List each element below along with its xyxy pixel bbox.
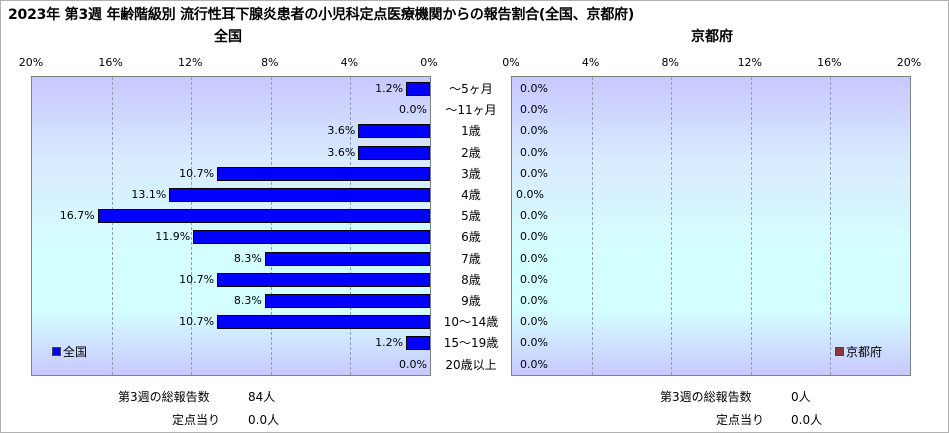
kyoto-x-tick: 8%	[661, 56, 679, 69]
kyoto-panel-title: 京都府	[691, 29, 733, 45]
kyoto-gridline	[830, 77, 832, 375]
national-data-label: 11.9%	[155, 230, 191, 244]
national-legend: 全国	[52, 343, 87, 360]
national-legend-label: 全国	[63, 345, 88, 359]
national-x-tick: 20%	[18, 56, 44, 69]
kyoto-data-label: 0.0%	[520, 145, 548, 159]
national-data-label: 1.2%	[375, 336, 404, 350]
age-category-label: 20歳以上	[445, 357, 497, 372]
kyoto-x-tick: 0%	[502, 56, 520, 69]
kyoto-total-reports-value: 0人	[791, 390, 811, 404]
age-category-label: 3歳	[461, 166, 481, 181]
kyoto-data-label: 0.0%	[520, 272, 548, 286]
age-category-label: ～5ヶ月	[449, 82, 493, 96]
national-data-label: 3.6%	[327, 124, 356, 138]
chart-title: 2023年 第3週 年齢階級別 流行性耳下腺炎患者の小児科定点医療機関からの報告…	[8, 7, 635, 23]
national-gridline	[111, 77, 113, 375]
age-category-label: 8歳	[461, 272, 481, 287]
national-data-label: 0.0%	[399, 357, 427, 371]
national-plot-area: 1.2% 0.0% 3.6% 3.6% 10.7% 13.1% 16.7% 11.9% 8.3%…	[31, 76, 431, 376]
kyoto-x-tick: 20%	[896, 56, 922, 69]
age-category-label: ～11ヶ月	[445, 103, 497, 118]
national-bar	[217, 166, 430, 181]
national-gridline	[191, 77, 193, 375]
national-legend-swatch	[52, 347, 61, 356]
national-total-reports-label: 第3週の総報告数	[118, 390, 210, 404]
national-data-label: 0.0%	[399, 103, 427, 117]
age-category-label: 10～14歳	[443, 315, 499, 330]
age-category-label: 1歳	[461, 124, 481, 139]
kyoto-data-label: 0.0%	[520, 166, 548, 180]
national-x-tick: 16%	[98, 56, 123, 69]
kyoto-data-label: 0.0%	[520, 251, 548, 265]
national-x-tick: 4%	[340, 56, 359, 69]
national-gridline	[350, 77, 352, 375]
national-bar	[406, 82, 430, 96]
national-bar	[169, 188, 430, 202]
national-x-tick: 8%	[261, 56, 279, 69]
kyoto-total-reports-label: 第3週の総報告数	[660, 390, 752, 404]
national-data-label: 10.7%	[179, 315, 215, 329]
national-per-site-value: 0.0人	[248, 413, 280, 427]
national-data-label: 8.3%	[233, 251, 262, 265]
kyoto-plot-area: 0.0% 0.0% 0.0% 0.0% 0.0% 0.0% 0.0% 0.0% 0.0% 0.0%…	[511, 76, 911, 376]
kyoto-legend: 京都府	[835, 343, 882, 360]
age-category-label: 6歳	[461, 230, 481, 245]
kyoto-data-label: 0.0%	[520, 357, 548, 371]
kyoto-legend-swatch	[835, 347, 844, 356]
national-data-label: 16.7%	[59, 209, 95, 223]
age-category-label: 5歳	[461, 209, 481, 224]
national-bar	[264, 294, 430, 308]
kyoto-data-label: 0.0%	[520, 294, 548, 307]
kyoto-data-label: 0.0%	[520, 230, 548, 244]
age-category-label: 2歳	[461, 145, 481, 160]
national-bar	[358, 145, 430, 160]
age-category-label: 15～19歳	[443, 336, 499, 351]
kyoto-gridline	[671, 77, 673, 375]
national-bar	[193, 230, 430, 245]
kyoto-gridline	[591, 77, 593, 375]
national-bar	[406, 336, 430, 351]
national-bar	[97, 209, 430, 224]
national-data-label: 13.1%	[131, 188, 167, 201]
national-data-label: 1.2%	[375, 82, 404, 95]
national-per-site-label: 定点当り	[172, 413, 221, 427]
kyoto-gridline	[750, 77, 752, 375]
kyoto-per-site-label: 定点当り	[716, 413, 765, 427]
kyoto-data-label: 0.0%	[520, 103, 548, 117]
national-bar	[264, 251, 430, 266]
national-gridline	[270, 77, 272, 375]
national-x-tick: 0%	[420, 56, 438, 69]
national-data-label: 3.6%	[327, 145, 356, 159]
national-bar	[358, 124, 430, 139]
age-category-label: 9歳	[461, 294, 481, 308]
age-category-label: 7歳	[461, 251, 481, 266]
kyoto-data-label: 0.0%	[520, 336, 548, 350]
national-total-reports-value: 84人	[248, 390, 276, 404]
national-panel-title: 全国	[214, 29, 242, 45]
national-data-label: 10.7%	[179, 272, 215, 286]
kyoto-data-label: 0.0%	[520, 315, 548, 329]
kyoto-x-tick: 16%	[817, 56, 842, 69]
national-bar	[217, 272, 430, 287]
kyoto-data-label: 0.0%	[520, 209, 548, 223]
kyoto-x-tick: 12%	[737, 56, 763, 69]
kyoto-legend-label: 京都府	[846, 345, 883, 359]
kyoto-data-label: 0.0%	[516, 188, 544, 201]
kyoto-per-site-value: 0.0人	[791, 413, 823, 427]
national-data-label: 8.3%	[233, 294, 262, 307]
national-x-tick: 12%	[177, 56, 203, 69]
kyoto-x-tick: 4%	[581, 56, 600, 69]
national-bar	[217, 315, 430, 330]
national-data-label: 10.7%	[179, 166, 215, 180]
kyoto-data-label: 0.0%	[520, 82, 548, 95]
age-category-label: 4歳	[461, 188, 481, 202]
kyoto-data-label: 0.0%	[520, 124, 548, 138]
